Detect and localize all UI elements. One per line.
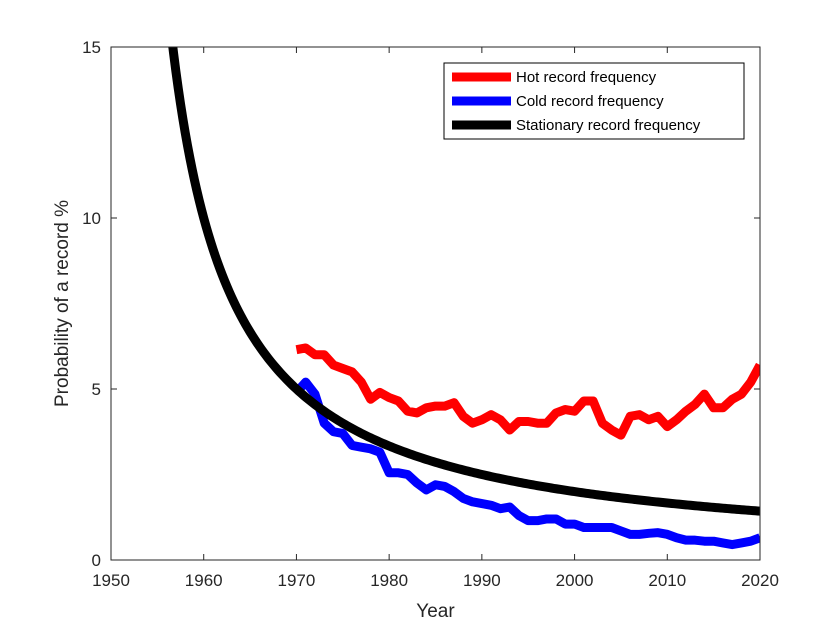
y-tick-label: 0 xyxy=(92,551,101,570)
x-tick-label: 1980 xyxy=(370,571,408,590)
axes-box xyxy=(110,46,761,561)
x-tick-label: 1950 xyxy=(92,571,130,590)
x-axis-label: Year xyxy=(416,601,455,622)
series-line-cold xyxy=(293,377,760,550)
series-line-stationary xyxy=(168,47,760,516)
x-tick-label: 1960 xyxy=(185,571,223,590)
legend-label-stationary: Stationary record frequency xyxy=(516,117,701,134)
x-tick-label: 2000 xyxy=(556,571,594,590)
y-tick-label: 10 xyxy=(82,209,101,228)
y-tick-label: 5 xyxy=(92,380,101,399)
y-tick-label: 15 xyxy=(82,38,101,57)
legend-label-cold: Cold record frequency xyxy=(516,93,664,110)
tick-layer: 1950 1960 1970 1980 1990 2000 2010 2020 0 5 10 15 xyxy=(82,38,779,590)
legend-label-hot: Hot record frequency xyxy=(516,69,657,86)
series-line-hot xyxy=(295,343,760,440)
x-tick-label: 1970 xyxy=(278,571,316,590)
x-tick-label: 2020 xyxy=(741,571,779,590)
legend: Hot record frequency Cold record frequen… xyxy=(443,62,745,140)
series-layer xyxy=(168,47,760,550)
x-tick-label: 2010 xyxy=(648,571,686,590)
y-axis-label: Probability of a record % xyxy=(52,200,73,407)
x-tick-label: 1990 xyxy=(463,571,501,590)
